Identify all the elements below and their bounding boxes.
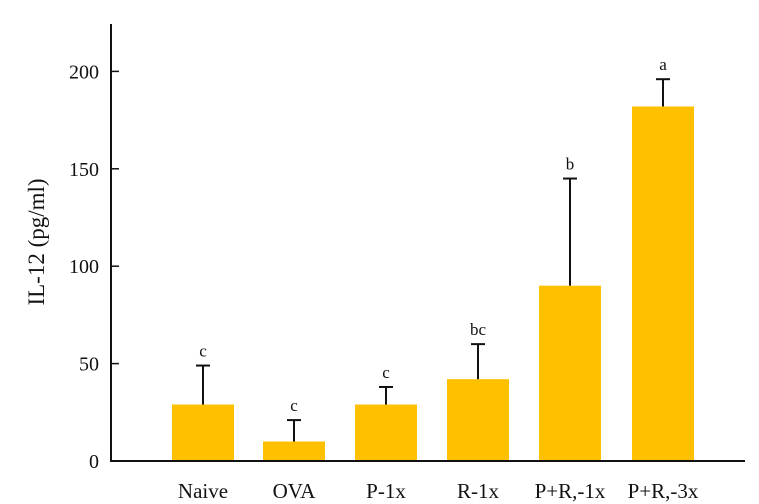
y-tick-label: 0 bbox=[89, 451, 99, 473]
bar bbox=[355, 404, 417, 461]
x-tick-label: P+R,-3x bbox=[628, 479, 699, 503]
y-tick-label: 150 bbox=[69, 159, 99, 181]
x-tick-label: OVA bbox=[273, 479, 317, 503]
significance-label: b bbox=[566, 155, 575, 174]
bar bbox=[172, 404, 234, 461]
significance-label: c bbox=[199, 342, 207, 361]
y-tick-label: 50 bbox=[79, 354, 99, 376]
bar bbox=[632, 106, 694, 462]
x-tick-label: P+R,-1x bbox=[535, 479, 606, 503]
bar bbox=[539, 285, 601, 461]
y-axis-label: IL-12 (pg/ml) bbox=[24, 178, 49, 305]
bar bbox=[447, 379, 509, 461]
x-tick-label: P-1x bbox=[366, 479, 406, 503]
significance-label: bc bbox=[470, 320, 487, 339]
y-tick-label: 200 bbox=[69, 61, 99, 83]
x-tick-label: R-1x bbox=[457, 479, 500, 503]
significance-label: c bbox=[382, 363, 390, 382]
chart-marks: c Naive c OVA c P-1x bc R-1x b P+R,-1x a P+R,-3x 0 50… bbox=[69, 24, 745, 503]
significance-label: c bbox=[290, 396, 298, 415]
x-tick-label: Naive bbox=[178, 479, 228, 503]
y-tick-label: 100 bbox=[69, 256, 99, 278]
significance-label: a bbox=[659, 55, 667, 74]
bar bbox=[263, 441, 325, 461]
